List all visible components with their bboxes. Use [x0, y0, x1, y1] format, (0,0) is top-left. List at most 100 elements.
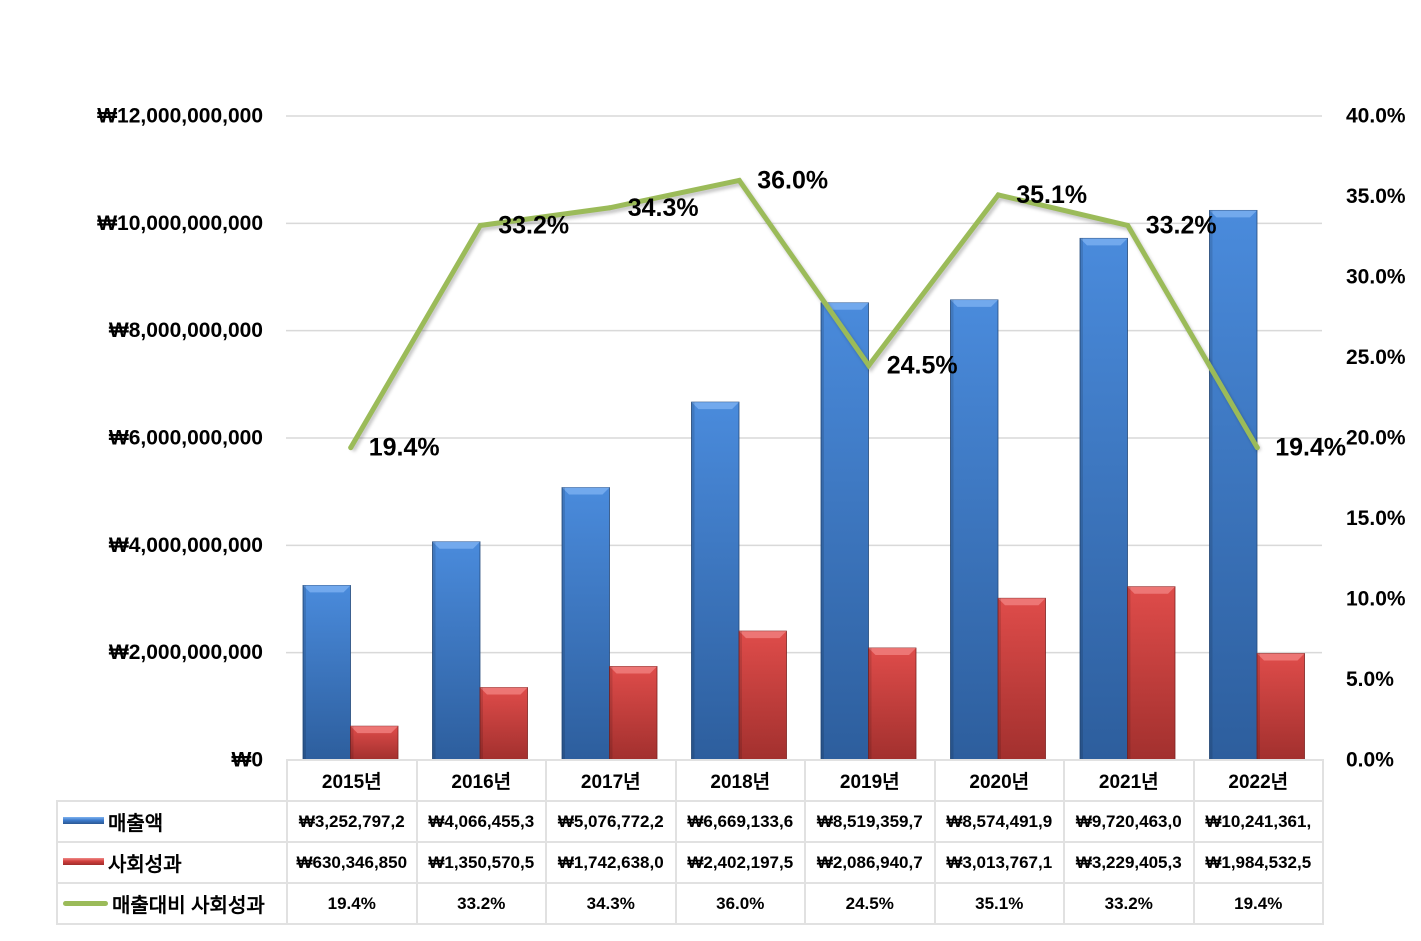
category-label: 2022년 — [1192, 759, 1324, 802]
table-cell: ₩3,013,767,1 — [933, 841, 1065, 884]
table-cell: ₩1,984,532,5 — [1192, 841, 1324, 884]
bar-revenue-body — [302, 585, 351, 761]
bar-revenue-bevel — [562, 487, 610, 495]
category-label: 2020년 — [933, 759, 1065, 802]
bar-revenue — [950, 299, 999, 761]
bar-revenue-edge-shade — [1209, 210, 1213, 760]
line-data-label: 36.0% — [757, 166, 828, 194]
bar-revenue-bevel — [950, 299, 998, 307]
table-cell: ₩630,346,850 — [286, 841, 418, 884]
bar-series — [302, 209, 1305, 761]
table-cell: ₩2,086,940,7 — [804, 841, 936, 884]
bar-revenue-edge-shade — [1080, 238, 1083, 761]
table-cell: 19.4% — [286, 882, 418, 925]
bar-revenue-body — [561, 487, 610, 761]
bar-social-performance-bevel — [1127, 586, 1175, 594]
bar-social-performance — [868, 647, 917, 761]
bar-social-performance-body — [868, 647, 917, 761]
line-point — [736, 177, 742, 183]
bar-revenue-body — [691, 401, 740, 761]
data-labels: 19.4% 33.2% 34.3% 36.0% 24.5% 35.1% 33.2% 19.4% — [369, 166, 1346, 461]
y-axis-tick-label: ₩4,000,000,000 — [109, 534, 263, 557]
legend-key-green-line-icon — [63, 901, 108, 907]
bar-revenue-bevel — [432, 541, 480, 549]
bar-revenue — [691, 401, 740, 761]
bar-social-performance-edge-shade — [480, 687, 483, 760]
bar-social-performance — [1127, 586, 1176, 761]
data-table-row-revenue: 매출액 ₩3,252,797,2 ₩4,066,455,3 ₩5,076,772… — [56, 800, 1324, 843]
secondary-y-axis: 0.0% 5.0% 10.0% 15.0% 20.0% 25.0% 30.0% 35.0% 40… — [1346, 105, 1406, 772]
data-table-header-row: 2015년 2016년 2017년 2018년 2019년 2020년 2021… — [57, 759, 1324, 802]
category-label: 2019년 — [804, 759, 936, 802]
line-data-label: 35.1% — [1016, 181, 1087, 209]
table-cell: 34.3% — [545, 882, 677, 925]
y-axis-tick-label: ₩12,000,000,000 — [97, 105, 263, 128]
bar-social-performance — [609, 666, 658, 761]
table-cell: ₩1,350,570,5 — [415, 841, 547, 884]
bar-revenue-edge-shade — [303, 585, 306, 760]
bar-revenue — [561, 487, 610, 761]
bar-revenue-bevel — [1209, 210, 1257, 218]
bar-social-performance-edge-shade — [998, 598, 1001, 760]
y-axis-tick-label: ₩2,000,000,000 — [109, 641, 263, 664]
bar-revenue — [820, 302, 869, 761]
bar-social-performance-body — [738, 630, 787, 761]
legend-entry-social-performance: 사회성과 — [56, 841, 288, 884]
table-cell: 33.2% — [415, 882, 547, 925]
line-data-label: 34.3% — [628, 194, 699, 222]
line-data-label: 19.4% — [1275, 434, 1346, 462]
category-label: 2018년 — [674, 759, 806, 802]
data-table-row-ratio: 매출대비 사회성과 19.4% 33.2% 34.3% 36.0% 24.5% … — [56, 882, 1324, 925]
table-cell: 19.4% — [1192, 882, 1324, 925]
y2-axis-tick-label: 15.0% — [1346, 507, 1406, 530]
bar-social-performance-body — [479, 687, 528, 761]
legend-key-blue-bar-icon — [63, 817, 104, 825]
line-point — [477, 222, 483, 228]
bar-revenue — [432, 541, 481, 761]
data-table-row-social-performance: 사회성과 ₩630,346,850 ₩1,350,570,5 ₩1,742,63… — [56, 841, 1324, 884]
line-point — [607, 205, 613, 211]
line-point — [1254, 445, 1260, 451]
chart-data-table: 2015년 2016년 2017년 2018년 2019년 2020년 2021… — [56, 759, 1324, 925]
bar-revenue-body — [1079, 237, 1128, 761]
table-cell: ₩1,742,638,0 — [545, 841, 677, 884]
bar-social-performance-bevel — [739, 631, 787, 639]
bar-revenue — [302, 585, 351, 761]
bar-revenue — [1209, 209, 1258, 761]
legend-entry-ratio: 매출대비 사회성과 — [56, 882, 288, 925]
legend-label: 매출대비 사회성과 — [112, 895, 265, 917]
legend-entry-revenue: 매출액 — [56, 800, 288, 843]
line-point — [866, 363, 872, 369]
table-cell: ₩4,066,455,3 — [415, 800, 547, 843]
line-point — [995, 192, 1001, 198]
bar-social-performance-body — [1256, 653, 1305, 761]
ratio-line — [348, 177, 1260, 451]
y-axis-tick-label: ₩6,000,000,000 — [109, 427, 263, 450]
table-cell: ₩2,402,197,5 — [674, 841, 806, 884]
bar-revenue-body — [950, 299, 999, 761]
bar-social-performance-edge-shade — [609, 666, 613, 760]
data-table-corner — [57, 760, 287, 801]
bar-social-performance — [1256, 653, 1305, 761]
table-cell: ₩8,519,359,7 — [804, 800, 936, 843]
line-data-label: 33.2% — [498, 211, 569, 239]
bar-social-performance-bevel — [998, 598, 1046, 606]
category-label: 2016년 — [415, 759, 547, 802]
line-point — [1125, 222, 1131, 228]
table-cell: ₩3,252,797,2 — [286, 800, 418, 843]
legend-key-red-bar-icon — [63, 858, 104, 866]
bar-revenue-bevel — [1080, 238, 1128, 246]
table-cell: ₩5,076,772,2 — [545, 800, 677, 843]
bar-social-performance-bevel — [480, 687, 528, 695]
y-axis-tick-label: ₩10,000,000,000 — [97, 212, 263, 235]
bar-social-performance — [738, 630, 787, 761]
bar-social-performance-bevel — [868, 648, 916, 656]
bar-social-performance-bevel — [350, 726, 398, 734]
bar-social-performance-edge-shade — [868, 648, 872, 760]
bar-revenue-bevel — [303, 585, 351, 593]
bar-revenue-bevel — [821, 302, 869, 310]
y2-axis-tick-label: 35.0% — [1346, 185, 1406, 208]
category-label: 2021년 — [1063, 759, 1195, 802]
bar-social-performance-edge-shade — [1127, 586, 1131, 760]
bar-revenue-edge-shade — [432, 541, 436, 760]
